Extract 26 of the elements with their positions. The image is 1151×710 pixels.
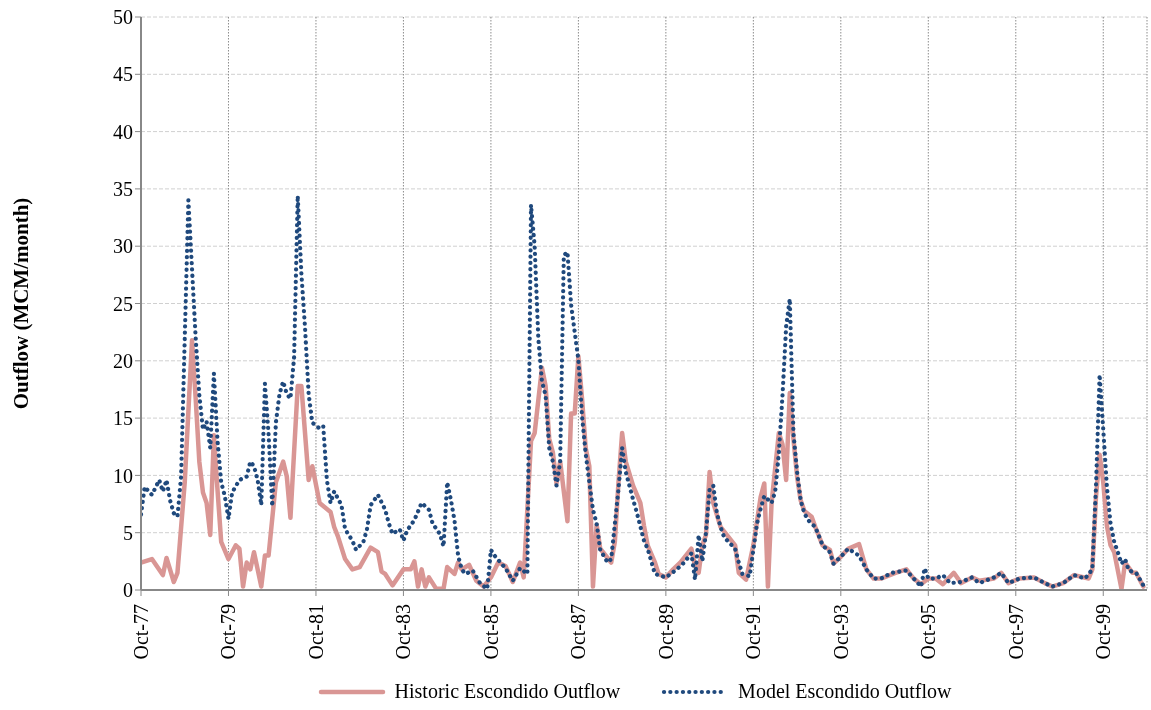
y-tick-label: 40: [113, 120, 133, 143]
x-tick-label: Oct-99: [1092, 604, 1115, 660]
y-axis-title: Outflow (MCM/month): [9, 197, 34, 410]
y-tick-label: 35: [113, 178, 133, 200]
x-tick-label: Oct-77: [130, 604, 152, 660]
legend-label: Model Escondido Outflow: [738, 680, 952, 703]
x-tick-label: Oct-85: [479, 604, 502, 660]
y-tick-label: 5: [123, 521, 133, 544]
x-tick-label: Oct-93: [829, 604, 852, 660]
y-tick-label: 20: [113, 349, 133, 372]
y-tick-label: 25: [113, 292, 133, 315]
y-tick-label: 50: [113, 6, 133, 29]
y-tick-label: 0: [123, 579, 133, 602]
x-tick-label: Oct-97: [1004, 604, 1027, 660]
x-tick-label: Oct-91: [742, 604, 765, 660]
y-tick-label: 15: [113, 407, 133, 430]
y-tick-label: 45: [113, 63, 133, 86]
y-tick-label: 10: [113, 464, 133, 487]
x-tick-label: Oct-81: [304, 604, 327, 660]
x-tick-label: Oct-79: [217, 604, 240, 660]
x-tick-label: Oct-83: [392, 604, 415, 660]
x-tick-label: Oct-89: [654, 604, 677, 660]
x-tick-label: Oct-87: [567, 604, 590, 660]
y-tick-label: 30: [113, 235, 133, 258]
legend-label: Historic Escondido Outflow: [394, 680, 621, 703]
x-tick-label: Oct-95: [917, 604, 940, 660]
